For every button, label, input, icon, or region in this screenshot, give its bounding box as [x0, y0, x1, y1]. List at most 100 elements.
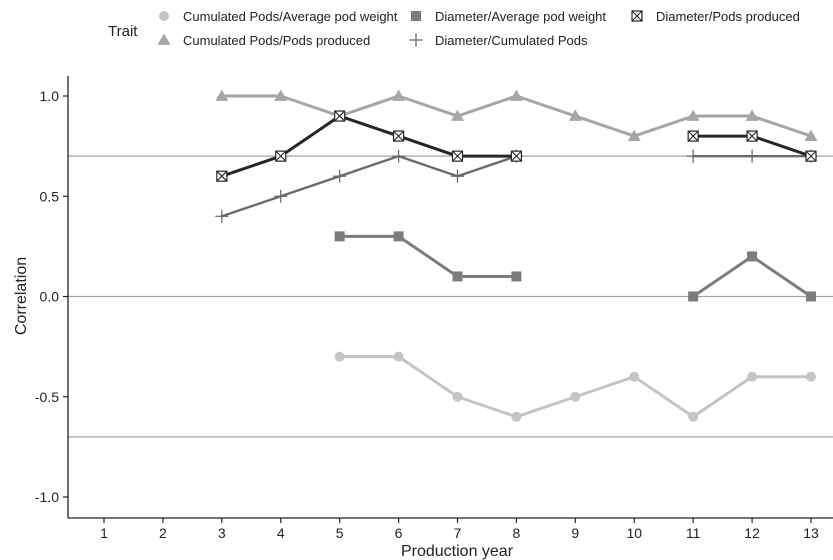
legend-entry: Cumulated Pods/Average pod weight	[159, 9, 398, 24]
axes: Production year Correlation 1 2 3 4 5 6 7 8 9 10 1…	[13, 76, 833, 560]
data-point	[334, 231, 345, 242]
series-line	[338, 234, 518, 278]
legend-label: Diameter/Pods produced	[656, 9, 800, 24]
legend-entry: Cumulated Pods/Pods produced	[157, 33, 370, 48]
data-point	[216, 170, 228, 182]
data-point	[511, 411, 522, 422]
data-point	[804, 129, 818, 141]
data-point	[452, 271, 463, 282]
series-line	[220, 94, 813, 138]
box-mark-diag	[805, 150, 817, 162]
data-point	[806, 291, 816, 302]
data-point	[451, 169, 464, 183]
series-square	[334, 231, 816, 302]
box-mark-diag	[746, 130, 758, 142]
series-circle	[334, 351, 816, 422]
data-point	[274, 89, 288, 101]
series-line	[338, 355, 813, 419]
data-point	[687, 130, 699, 142]
legend-label: Cumulated Pods/Pods produced	[183, 33, 370, 48]
legend-entry: Diameter/Cumulated Pods	[409, 33, 588, 48]
data-point	[452, 391, 463, 402]
data-point	[745, 109, 759, 121]
x-tick-label: 5	[336, 525, 344, 541]
plot-area	[68, 89, 833, 438]
x-tick-label: 2	[159, 525, 167, 541]
legend-label: Cumulated Pods/Average pod weight	[183, 9, 398, 24]
x-tick-label: 4	[277, 525, 285, 541]
legend-entry: Diameter/Average pod weight	[411, 9, 606, 24]
data-point	[510, 150, 523, 162]
data-point	[568, 109, 582, 121]
data-point	[274, 189, 288, 203]
y-tick-label: -0.5	[35, 389, 59, 405]
y-tick-label: 0.5	[40, 188, 60, 204]
box-mark-diag	[452, 150, 463, 162]
data-point	[745, 149, 759, 163]
x-tick-label: 1	[100, 525, 108, 541]
box-mark-diag	[275, 150, 287, 162]
x-tick-label: 12	[744, 525, 760, 541]
data-point	[627, 129, 641, 141]
data-point	[451, 150, 464, 162]
y-tick-label: -1.0	[35, 489, 59, 505]
data-point	[686, 149, 700, 163]
x-tick-label: 9	[571, 525, 579, 541]
box-mark-diag	[511, 150, 522, 162]
data-point	[629, 371, 640, 382]
x-tick-label: 6	[395, 525, 403, 541]
data-point	[805, 150, 817, 162]
x-tick-label: 8	[513, 525, 521, 541]
data-point	[392, 149, 406, 163]
data-point	[392, 89, 406, 101]
y-axis-title: Correlation	[13, 257, 30, 335]
data-point	[686, 109, 700, 121]
data-point	[215, 89, 229, 101]
data-point	[451, 109, 464, 121]
legend-key	[631, 10, 643, 22]
data-point	[392, 130, 405, 142]
x-tick-label: 10	[626, 525, 642, 541]
data-point	[393, 231, 404, 242]
data-point	[275, 150, 287, 162]
series-line	[220, 154, 518, 218]
y-tick-label: 1.0	[40, 88, 60, 104]
data-point	[747, 251, 758, 262]
box-mark-diag	[631, 10, 643, 22]
x-axis-title: Production year	[401, 543, 514, 560]
data-point	[509, 89, 523, 101]
x-tick-label: 7	[454, 525, 462, 541]
legend-title: Trait	[108, 23, 138, 40]
legend-key	[159, 11, 169, 21]
series-boxx	[216, 110, 817, 182]
legend-label: Diameter/Cumulated Pods	[435, 33, 588, 48]
data-point	[570, 391, 581, 402]
box-mark-diag	[334, 110, 346, 122]
data-point	[334, 110, 346, 122]
box-mark-diag	[687, 130, 699, 142]
legend-entry: Diameter/Pods produced	[631, 9, 800, 24]
box-mark-diag	[216, 170, 228, 182]
data-point	[334, 351, 345, 362]
data-point	[393, 351, 404, 362]
data-point	[333, 169, 347, 183]
legend-key	[157, 33, 171, 45]
legend-key	[409, 33, 423, 47]
y-tick-label: 0.0	[40, 289, 60, 305]
data-point	[746, 130, 758, 142]
series-triangle	[215, 89, 818, 141]
legend: Trait Cumulated Pods/Average pod weight C…	[108, 9, 800, 48]
series-line	[691, 254, 813, 298]
data-point	[806, 371, 816, 382]
data-point	[688, 291, 699, 302]
x-tick-label: 13	[803, 525, 819, 541]
data-point	[215, 209, 229, 223]
legend-label: Diameter/Average pod weight	[435, 9, 606, 24]
legend-key	[411, 11, 421, 21]
x-tick-label: 11	[686, 525, 701, 541]
data-point	[747, 371, 758, 382]
box-mark-diag	[393, 130, 404, 142]
data-point	[511, 271, 522, 282]
series-line	[220, 114, 518, 178]
